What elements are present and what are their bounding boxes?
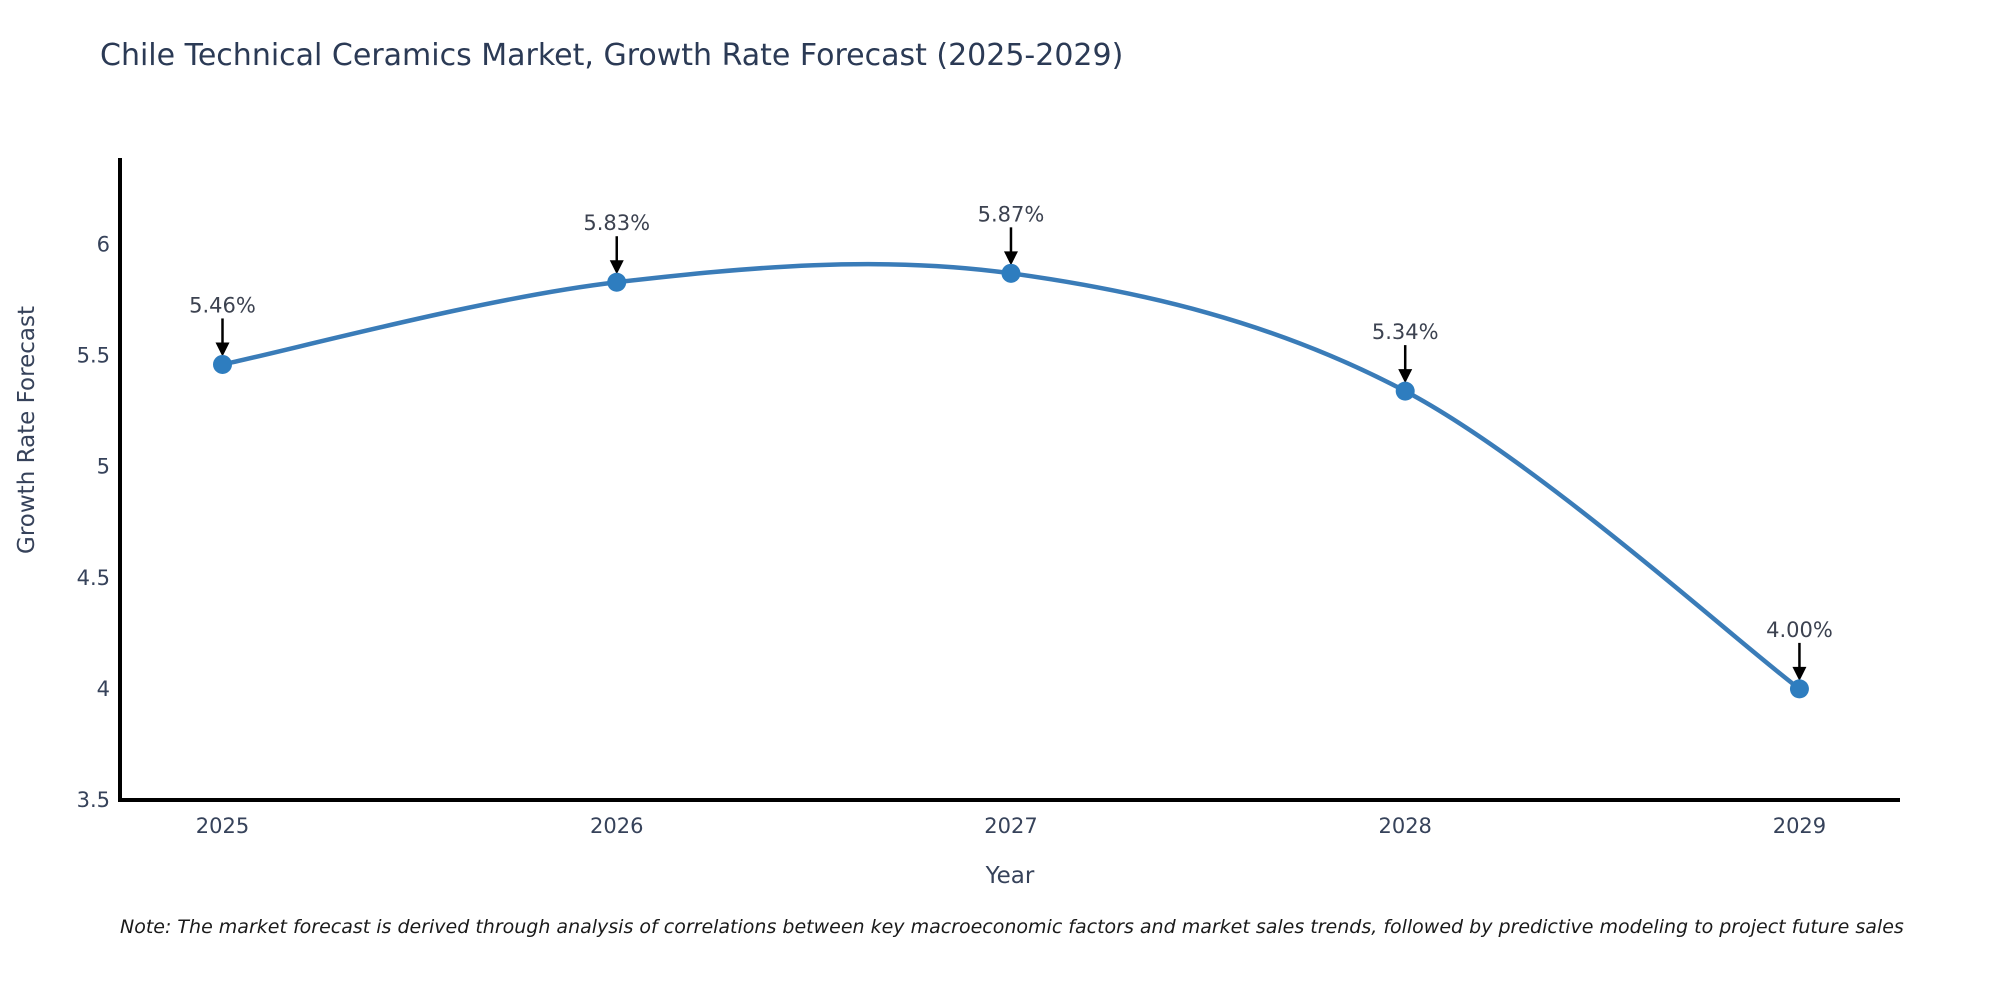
axes-lines bbox=[118, 158, 1900, 802]
annotation-arrow-head bbox=[1792, 666, 1807, 681]
footnote-text: Note: The market forecast is derived thr… bbox=[120, 916, 1904, 938]
x-tick-label: 2026 bbox=[590, 814, 643, 838]
data-point-marker bbox=[607, 272, 627, 292]
data-point-markers bbox=[213, 263, 1809, 699]
x-tick-label: 2029 bbox=[1773, 814, 1826, 838]
forecast-curve bbox=[220, 261, 1802, 692]
y-tick-label: 6 bbox=[97, 232, 110, 256]
y-tick-label: 4 bbox=[97, 677, 110, 701]
data-point-marker bbox=[213, 354, 233, 374]
annotation-arrow-head bbox=[215, 342, 230, 357]
point-annotations: 5.46% 5.83% 5.87% 5.34% 4.00% bbox=[189, 202, 1833, 681]
x-axis-title: Year bbox=[985, 863, 1035, 889]
y-tick-labels: 3.5 4 4.5 5 5.5 6 bbox=[77, 232, 110, 812]
data-point-marker bbox=[1395, 381, 1415, 401]
y-tick-label: 5.5 bbox=[77, 344, 110, 368]
x-tick-labels: 2025 2026 2027 2028 2029 bbox=[196, 814, 1826, 838]
data-point-marker bbox=[1001, 263, 1021, 283]
x-tick-label: 2025 bbox=[196, 814, 249, 838]
trend-line bbox=[220, 261, 1802, 692]
axis-spine bbox=[118, 158, 1900, 802]
data-point-label: 5.83% bbox=[583, 211, 650, 235]
annotation-arrow-head bbox=[1398, 369, 1413, 384]
y-tick-label: 3.5 bbox=[77, 788, 110, 812]
data-point-marker bbox=[1789, 679, 1809, 699]
data-point-label: 4.00% bbox=[1766, 618, 1833, 642]
x-tick-label: 2028 bbox=[1378, 814, 1431, 838]
data-point-label: 5.34% bbox=[1372, 320, 1439, 344]
annotation-arrow-head bbox=[609, 260, 624, 275]
x-tick-label: 2027 bbox=[984, 814, 1037, 838]
data-point-label: 5.87% bbox=[978, 202, 1045, 226]
y-tick-label: 5 bbox=[97, 455, 110, 479]
data-point-label: 5.46% bbox=[189, 293, 256, 317]
chart-title: Chile Technical Ceramics Market, Growth … bbox=[100, 38, 1124, 73]
annotation-arrow-head bbox=[1003, 251, 1018, 266]
y-tick-label: 4.5 bbox=[77, 566, 110, 590]
